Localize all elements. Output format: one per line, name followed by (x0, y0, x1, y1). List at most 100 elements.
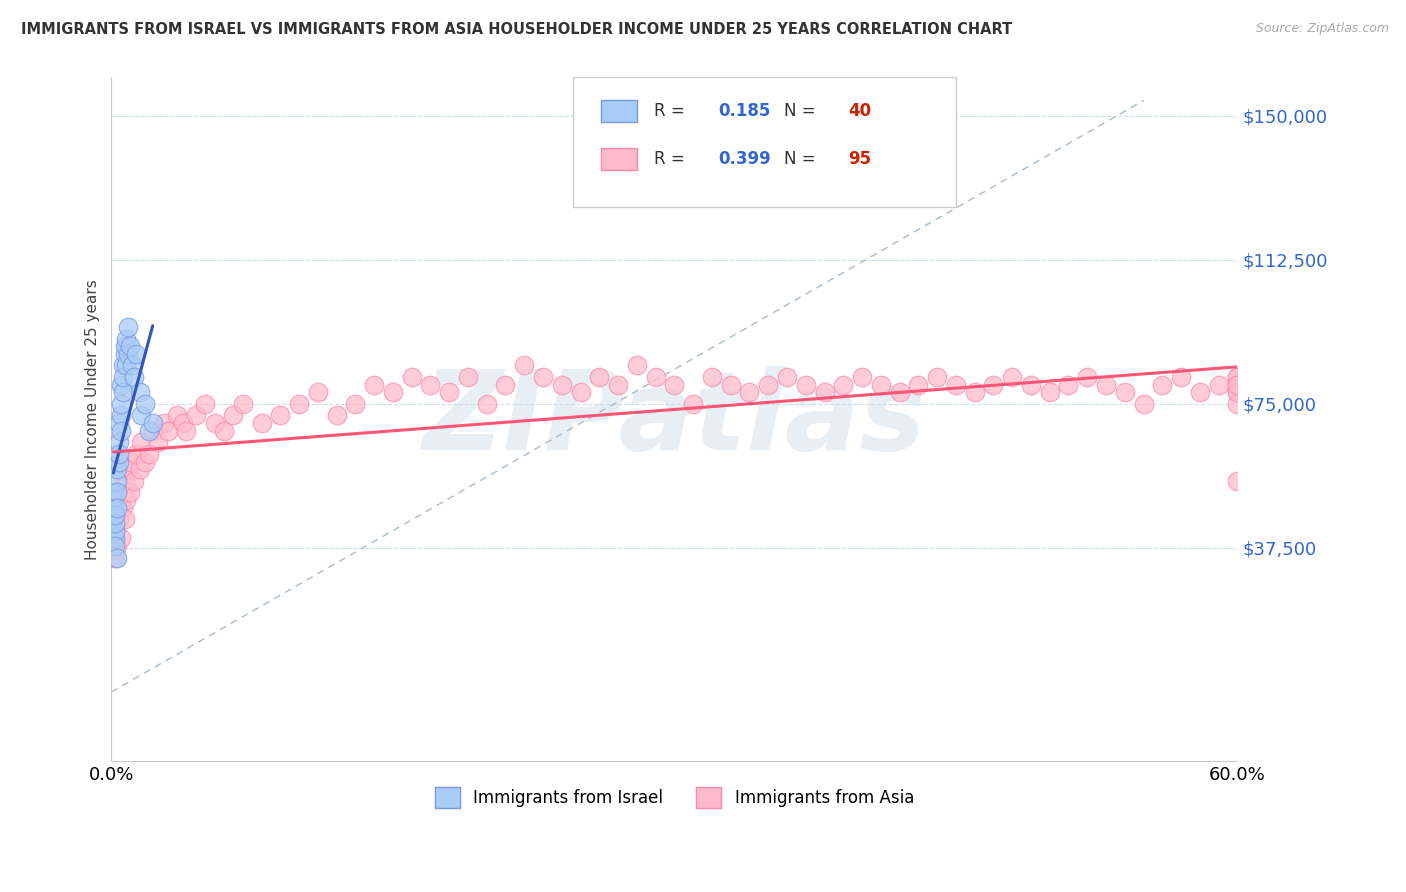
Point (1226, 377, 1249, 392)
Point (121, 359, 143, 373)
Point (288, 397, 311, 411)
Point (110, 409, 132, 423)
Point (644, 370, 666, 384)
Text: Source: ZipAtlas.com: Source: ZipAtlas.com (1256, 22, 1389, 36)
Point (104, 508, 127, 523)
Point (945, 377, 967, 392)
Point (104, 516, 127, 530)
Point (184, 409, 207, 423)
Point (114, 512, 136, 526)
Point (103, 485, 125, 500)
Text: R =: R = (654, 150, 690, 168)
Point (963, 385, 986, 400)
Point (153, 416, 176, 430)
Point (134, 397, 156, 411)
Point (114, 339, 136, 353)
Point (111, 359, 134, 373)
Text: 0.185: 0.185 (718, 102, 770, 120)
Point (105, 474, 128, 488)
Point (232, 397, 254, 411)
Text: 0.399: 0.399 (718, 150, 770, 168)
Point (1188, 385, 1211, 400)
Point (700, 370, 723, 384)
Point (325, 409, 347, 423)
Point (756, 377, 779, 392)
Point (120, 339, 142, 353)
Point (1226, 370, 1249, 384)
Point (1001, 370, 1024, 384)
Point (110, 377, 132, 392)
Point (457, 370, 479, 384)
Point (1152, 377, 1174, 392)
Point (776, 370, 799, 384)
Point (104, 524, 127, 538)
Point (1226, 370, 1249, 384)
Point (401, 370, 423, 384)
Point (128, 462, 150, 476)
Point (738, 385, 761, 400)
Point (103, 500, 125, 515)
Point (1226, 385, 1249, 400)
Point (134, 454, 156, 468)
Point (983, 377, 1005, 392)
Point (104, 524, 127, 538)
Text: N =: N = (783, 150, 821, 168)
Point (142, 424, 165, 438)
Point (172, 416, 194, 430)
Point (222, 409, 245, 423)
Text: N =: N = (783, 102, 821, 120)
Point (664, 377, 686, 392)
Point (212, 424, 235, 438)
Text: R =: R = (654, 102, 690, 120)
Point (110, 424, 132, 438)
Y-axis label: Householder Income Under 25 years: Householder Income Under 25 years (86, 279, 100, 559)
Point (105, 500, 128, 515)
Point (120, 485, 142, 500)
Point (419, 377, 441, 392)
Text: 95: 95 (848, 150, 870, 168)
Point (104, 531, 127, 545)
Point (813, 385, 835, 400)
Point (832, 377, 855, 392)
Point (927, 370, 949, 384)
Point (105, 462, 128, 476)
Point (607, 377, 630, 392)
Point (128, 385, 150, 400)
Point (122, 474, 145, 488)
Point (513, 359, 536, 373)
Point (131, 409, 153, 423)
Point (1226, 377, 1249, 392)
Point (114, 474, 136, 488)
Point (115, 492, 138, 507)
Point (1170, 370, 1192, 384)
Point (1095, 377, 1118, 392)
Point (1226, 377, 1249, 392)
Point (108, 512, 131, 526)
Point (138, 424, 160, 438)
Point (626, 359, 648, 373)
Point (381, 385, 404, 400)
Point (111, 500, 134, 515)
Point (363, 377, 385, 392)
Text: 40: 40 (848, 102, 870, 120)
Point (194, 397, 217, 411)
Point (344, 397, 367, 411)
Point (131, 435, 153, 450)
Point (495, 377, 517, 392)
FancyBboxPatch shape (602, 148, 637, 169)
Point (889, 385, 911, 400)
Point (115, 332, 138, 346)
Point (105, 539, 128, 553)
Point (1114, 385, 1136, 400)
Point (531, 370, 554, 384)
Point (125, 347, 148, 361)
Point (125, 447, 148, 461)
Point (104, 550, 127, 565)
Point (869, 377, 891, 392)
Point (1226, 397, 1249, 411)
Point (148, 435, 170, 450)
FancyBboxPatch shape (574, 78, 956, 207)
Point (1226, 474, 1249, 488)
Point (1076, 370, 1098, 384)
Point (794, 377, 817, 392)
